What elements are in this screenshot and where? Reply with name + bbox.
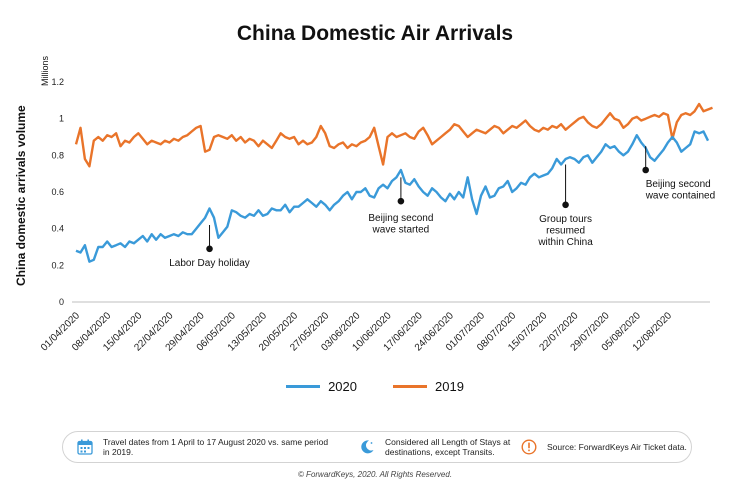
y-tick-label: 0	[59, 297, 64, 307]
annotation-dot	[397, 197, 405, 205]
y-tick-label: 1	[59, 114, 64, 124]
info-text-source: Source: ForwardKeys Air Ticket data.	[547, 442, 687, 452]
annotation-dot	[206, 245, 213, 253]
annotation-label: Beijing second wave contained	[645, 179, 716, 202]
series-line-2019	[74, 102, 713, 168]
legend-swatch-2019	[393, 385, 427, 388]
footer-copyright: © ForwardKeys, 2020. All Rights Reserved…	[297, 470, 453, 479]
y-tick-label: 0.6	[51, 187, 64, 197]
y-tick-label: 0.2	[51, 260, 64, 270]
legend-item-2020: 2020	[286, 379, 357, 394]
annotation-label: Labor Day holiday	[169, 258, 250, 269]
y-tick-label: 1.2	[51, 77, 64, 87]
chart-title: China Domestic Air Arrivals	[236, 22, 514, 45]
line-chart: 00.20.40.60.811.201/04/202008/04/202015/…	[39, 77, 716, 354]
info-box: Travel dates from 1 April to 17 August 2…	[62, 431, 692, 463]
series-line-2020	[75, 130, 710, 263]
annotation-dot	[642, 166, 649, 174]
info-text-stays: Considered all Length of Stays at destin…	[385, 437, 511, 457]
exclamation-icon	[521, 439, 537, 455]
info-item-source: Source: ForwardKeys Air Ticket data.	[521, 439, 691, 455]
annotation-label: Group tours resumed within China	[537, 214, 593, 248]
info-item-dates: Travel dates from 1 April to 17 August 2…	[77, 437, 337, 457]
moon-icon	[361, 440, 374, 454]
info-text-dates: Travel dates from 1 April to 17 August 2…	[103, 437, 329, 457]
annotation-dot	[562, 201, 569, 209]
annotation-label: Beijing second wave started	[368, 213, 433, 236]
legend: 2020 2019	[0, 379, 750, 394]
legend-label-2020: 2020	[328, 379, 357, 394]
y-tick-label: 0.8	[51, 150, 64, 160]
legend-label-2019: 2019	[435, 379, 464, 394]
info-item-stays: Considered all Length of Stays at destin…	[359, 437, 519, 457]
y-tick-label: 0.4	[51, 224, 64, 234]
legend-swatch-2020	[286, 385, 321, 388]
calendar-icon	[77, 439, 93, 455]
legend-item-2019: 2019	[393, 379, 464, 394]
